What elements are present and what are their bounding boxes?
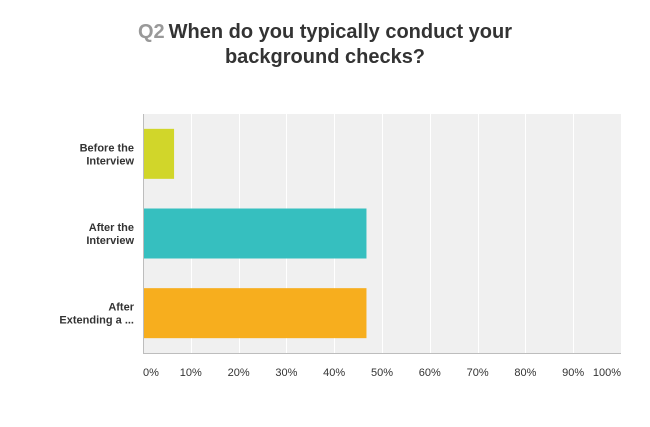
category-label: Extending a ... bbox=[59, 315, 134, 327]
x-tick-label: 40% bbox=[323, 367, 345, 379]
bar bbox=[143, 208, 367, 259]
x-tick-label: 30% bbox=[275, 367, 297, 379]
category-label: After bbox=[108, 302, 134, 314]
x-tick-label: 70% bbox=[467, 367, 489, 379]
x-tick-label: 10% bbox=[180, 367, 202, 379]
bar bbox=[143, 288, 367, 339]
x-tick-label: 50% bbox=[371, 367, 393, 379]
bar bbox=[143, 128, 175, 179]
category-label: Before the bbox=[80, 142, 134, 154]
chart-title: Q2 When do you typically conduct your bac… bbox=[0, 20, 650, 70]
title-line-1: When do you typically conduct your bbox=[168, 21, 513, 43]
category-label: After the bbox=[89, 222, 134, 234]
category-label: Interview bbox=[86, 235, 134, 247]
title-line-2: background checks? bbox=[224, 46, 426, 68]
x-tick-label: 0% bbox=[143, 367, 159, 379]
x-tick-label: 90% bbox=[562, 367, 584, 379]
x-tick-label: 80% bbox=[514, 367, 536, 379]
x-tick-label: 60% bbox=[419, 367, 441, 379]
question-number: Q2 bbox=[137, 21, 165, 43]
x-tick-label: 20% bbox=[228, 367, 250, 379]
category-label: Interview bbox=[86, 155, 134, 167]
x-tick-label: 100% bbox=[593, 367, 621, 379]
